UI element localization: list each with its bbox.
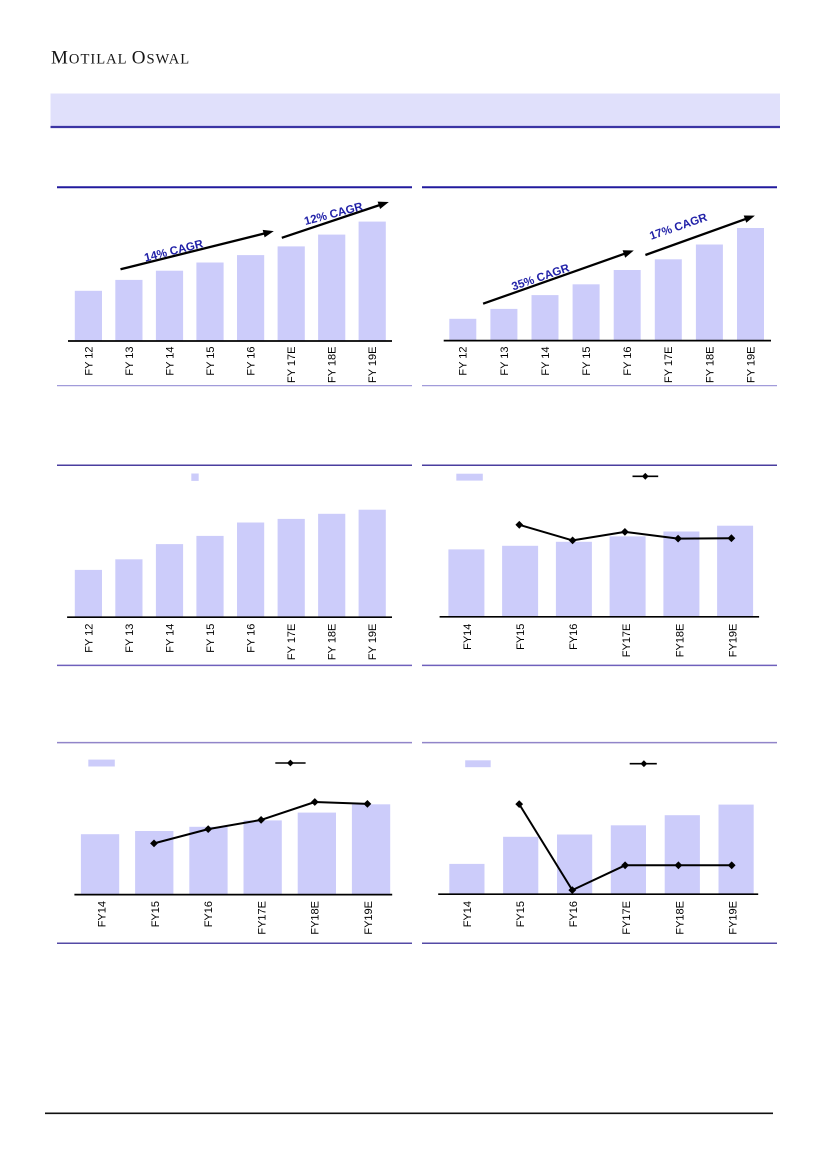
svg-text:FY 16: FY 16 [622,347,634,376]
svg-text:FY 18E: FY 18E [704,347,716,384]
svg-text:FY 13: FY 13 [124,624,136,653]
svg-text:FY 12: FY 12 [83,347,95,376]
svg-text:FY14: FY14 [462,624,474,650]
svg-text:FY16: FY16 [203,901,215,927]
svg-text:FY18E: FY18E [310,901,322,935]
svg-text:FY 14: FY 14 [164,624,176,653]
svg-text:FY16: FY16 [568,901,580,927]
svg-text:FY19E: FY19E [727,624,739,658]
svg-text:FY 19E: FY 19E [745,347,757,384]
svg-text:FY17E: FY17E [621,624,633,658]
svg-text:FY14: FY14 [462,901,474,927]
svg-text:FY 17E: FY 17E [663,347,675,384]
svg-text:FY 16: FY 16 [245,347,257,376]
svg-text:FY15: FY15 [515,624,527,650]
svg-text:FY18E: FY18E [674,901,686,935]
svg-text:FY 18E: FY 18E [327,624,339,661]
svg-text:FY15: FY15 [515,901,527,927]
svg-text:FY14: FY14 [97,901,109,927]
svg-text:FY 19E: FY 19E [367,347,379,384]
svg-text:FY 15: FY 15 [205,624,217,653]
svg-text:FY 18E: FY 18E [327,347,339,384]
svg-text:FY 14: FY 14 [540,347,552,376]
svg-text:FY 15: FY 15 [581,347,593,376]
svg-text:FY 17E: FY 17E [286,347,298,384]
svg-text:FY15: FY15 [150,901,162,927]
svg-text:FY 13: FY 13 [499,347,511,376]
svg-text:FY 12: FY 12 [458,347,470,376]
svg-text:FY 14: FY 14 [164,347,176,376]
svg-text:FY17E: FY17E [621,901,633,935]
svg-text:FY 16: FY 16 [245,624,257,653]
svg-text:FY 15: FY 15 [205,347,217,376]
svg-text:FY 19E: FY 19E [367,624,379,661]
svg-text:FY 13: FY 13 [124,347,136,376]
svg-text:FY18E: FY18E [674,624,686,658]
svg-text:FY19E: FY19E [363,901,375,935]
svg-text:FY19E: FY19E [727,901,739,935]
svg-text:MOTILAL OSWAL: MOTILAL OSWAL [51,48,190,69]
svg-text:FY 17E: FY 17E [286,624,298,661]
svg-text:FY16: FY16 [568,624,580,650]
svg-text:FY 12: FY 12 [83,624,95,653]
svg-text:FY17E: FY17E [256,901,268,935]
